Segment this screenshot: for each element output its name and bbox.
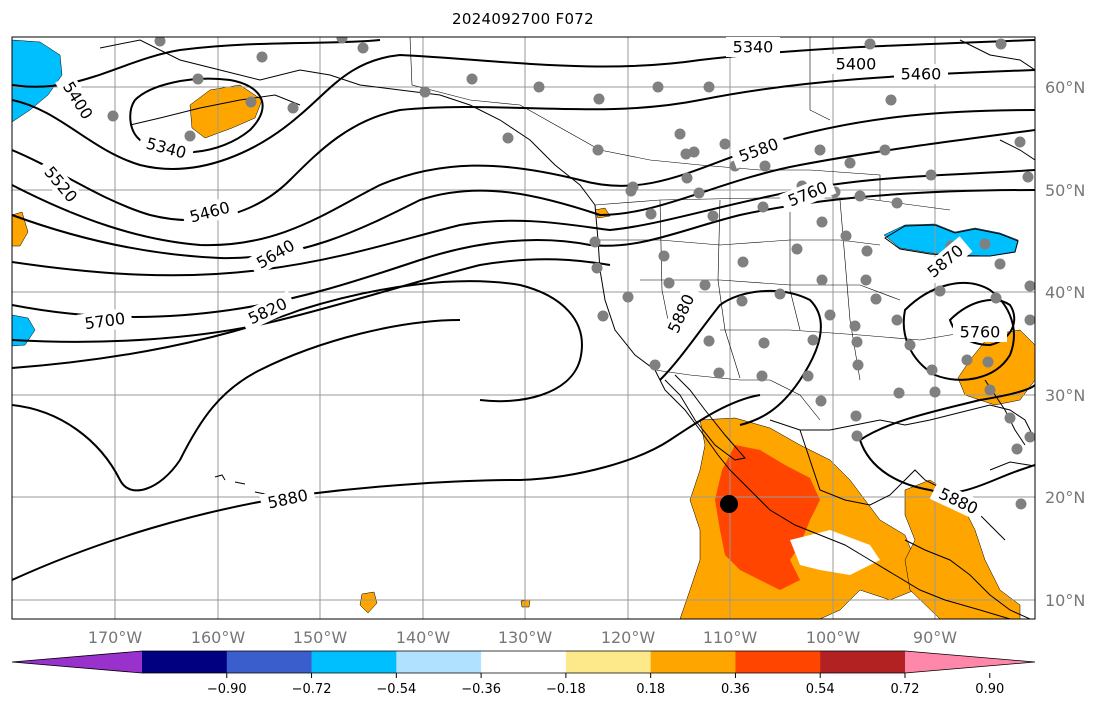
contour-label: 5460 — [901, 65, 942, 84]
lat-label: 60°N — [1045, 78, 1085, 97]
latitude-labels: 60°N 50°N 40°N 30°N 20°N 10°N — [1045, 78, 1085, 610]
positive-anomaly-region-southeast — [957, 329, 1035, 406]
colorbar-tick-label: −0.90 — [207, 682, 247, 697]
colorbar-tick-label: 0.36 — [721, 682, 750, 697]
colorbar-tick-label: −0.72 — [292, 682, 332, 697]
colorbar-tick-label: −0.54 — [376, 682, 416, 697]
contour-label: 5400 — [59, 78, 97, 123]
lon-label: 130°W — [498, 628, 553, 647]
colorbar-tick-label: 0.18 — [636, 682, 665, 697]
colorbar: −0.90 −0.72 −0.54 −0.36 −0.18 0.18 0.36 0.54 0.7… — [11, 650, 1036, 697]
colorbar-segment — [142, 651, 228, 673]
contour-label: 5700 — [83, 309, 126, 333]
colorbar-segment — [565, 651, 652, 673]
colorbar-segment — [311, 651, 397, 673]
anomaly-shading — [12, 39, 1035, 619]
colorbar-tick-label: 0.54 — [806, 682, 835, 697]
lat-label: 20°N — [1045, 488, 1085, 507]
contour-label: 5760 — [785, 178, 830, 211]
colorbar-tick-label: −0.18 — [546, 682, 586, 697]
graticule — [12, 37, 1035, 619]
colorbar-extend-high — [905, 651, 1035, 673]
longitude-labels: 170°W 160°W 150°W 140°W 130°W 120°W 110°… — [88, 628, 957, 647]
lat-label: 30°N — [1045, 386, 1085, 405]
negative-anomaly-region-nw — [12, 39, 63, 123]
lon-label: 170°W — [88, 628, 143, 647]
contour-label: 5880 — [664, 291, 698, 336]
colorbar-tick-label: 0.72 — [891, 682, 920, 697]
lon-label: 90°W — [913, 628, 957, 647]
contour-label: 5580 — [736, 134, 781, 166]
colorbar-segment — [735, 651, 821, 673]
lon-label: 140°W — [396, 628, 451, 647]
colorbar-tick-label: −0.36 — [461, 682, 501, 697]
lon-label: 110°W — [703, 628, 758, 647]
colorbar-segment — [226, 651, 313, 673]
focus-marker — [720, 495, 738, 513]
lat-label: 40°N — [1045, 283, 1085, 302]
map-frame — [11, 36, 1036, 620]
lat-label: 10°N — [1045, 591, 1085, 610]
colorbar-segment — [650, 651, 736, 673]
contour-label: 5400 — [836, 55, 877, 74]
colorbar-extend-low — [12, 651, 142, 673]
contour-label: 5760 — [960, 323, 1001, 342]
lat-label: 50°N — [1045, 181, 1085, 200]
colorbar-segment — [820, 651, 906, 673]
lon-label: 120°W — [601, 628, 656, 647]
station-markers — [107, 37, 1035, 510]
lon-label: 160°W — [191, 628, 246, 647]
contour-label: 5340 — [733, 38, 774, 57]
positive-anomaly-region-alaska — [189, 84, 263, 139]
lon-label: 150°W — [293, 628, 348, 647]
lon-label: 100°W — [806, 628, 861, 647]
negative-anomaly-region-west — [12, 314, 36, 347]
colorbar-segment — [396, 651, 482, 673]
contour-label: 5880 — [266, 485, 310, 512]
colorbar-tick-label: 0.90 — [975, 682, 1004, 697]
map-title: 2024092700 F072 — [452, 10, 594, 28]
colorbar-segment — [481, 651, 567, 673]
